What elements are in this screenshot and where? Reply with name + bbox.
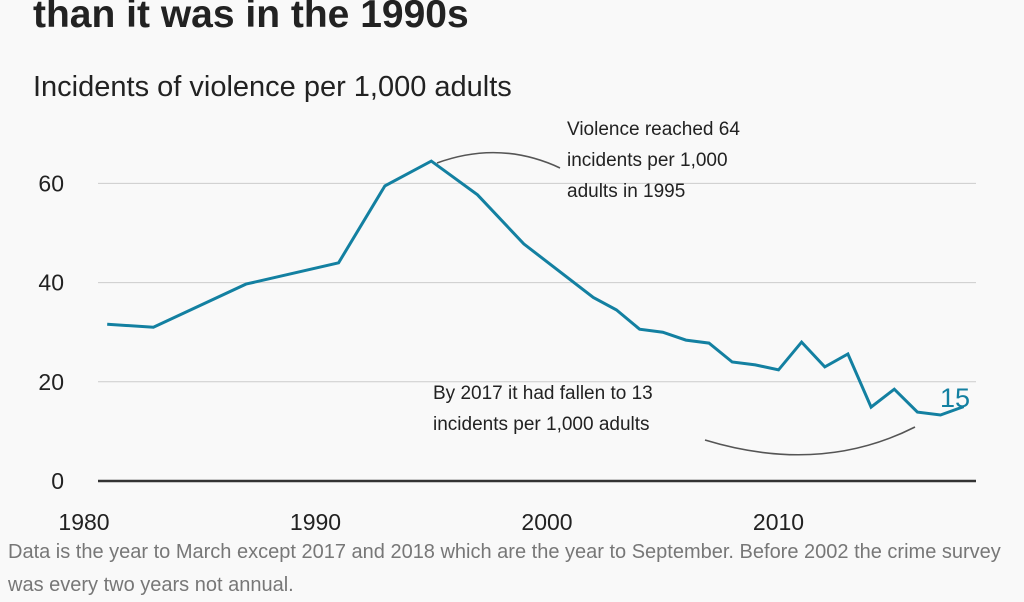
x-tick-label: 1980	[58, 509, 109, 535]
annotation-connector	[704, 426, 916, 456]
annotation-line: Violence reached 64	[567, 119, 740, 140]
annotation-line: By 2017 it had fallen to 13	[433, 383, 653, 404]
x-tick-label: 2000	[521, 509, 572, 535]
annotation-connector	[436, 151, 561, 169]
x-tick-label: 2010	[753, 509, 804, 535]
y-tick-label: 20	[38, 369, 64, 395]
y-tick-label: 60	[38, 170, 64, 196]
chart-title: than it was in the 1990s	[33, 0, 469, 36]
x-tick-label: 1990	[290, 509, 341, 535]
annotation-line: adults in 1995	[567, 181, 686, 202]
peak-annotation: Violence reached 64 incidents per 1,000 …	[567, 114, 740, 207]
annotation-line: incidents per 1,000	[567, 150, 728, 171]
y-tick-label: 40	[38, 270, 64, 296]
y-tick-label: 0	[51, 468, 64, 494]
annotation-line: incidents per 1,000 adults	[433, 414, 650, 435]
chart-subtitle: Incidents of violence per 1,000 adults	[33, 71, 512, 103]
decline-annotation: By 2017 it had fallen to 13 incidents pe…	[433, 378, 653, 440]
footnote: Data is the year to March except 2017 an…	[8, 541, 1001, 596]
data-line	[107, 159, 965, 417]
end-value-label: 15	[940, 383, 970, 413]
